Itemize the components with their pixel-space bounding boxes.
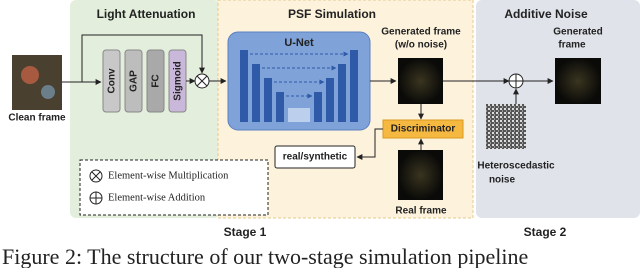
stage-label: Stage 1 [224,225,267,239]
label: (w/o noise) [395,40,447,51]
block-label: FC [151,74,162,87]
image-detail [21,66,39,84]
panel-title: PSF Simulation [288,7,376,21]
label: Real frame [395,206,447,217]
multiply-symbol [196,75,208,87]
block [102,49,121,113]
label: real/synthetic [283,152,348,163]
label: Discriminator [391,124,456,135]
output-image [555,58,601,104]
label: noise [489,175,516,186]
add-symbol [90,192,102,204]
block-label: GAP [129,70,140,92]
multiply-symbol [91,171,101,181]
label: Generated frame [381,27,461,38]
block [146,49,165,113]
generated-image [398,58,443,104]
label: Heteroscedastic [477,161,555,172]
output-box [274,145,356,169]
block-label: Conv [107,68,118,93]
stage-label: Stage 2 [524,225,567,239]
label: Generated [553,27,602,38]
clean-image [12,55,62,110]
block-label: Sigmoid [173,61,184,100]
add-symbol [509,74,523,88]
panel-title: Light Attenuation [97,7,196,21]
unet-label: U-Net [284,37,314,49]
image-detail [41,85,55,99]
block [124,49,143,113]
arrow [81,34,205,82]
label: frame [558,40,586,51]
skip-links [250,51,349,99]
unet-layers [240,50,358,122]
legend [79,159,269,216]
panel-bg [476,0,640,218]
real-image [398,150,443,200]
noise-image [486,104,526,149]
arrow [356,128,383,160]
legend-label: Element-wise Addition [108,192,206,203]
legend-label: Element-wise Multiplication [108,170,229,181]
label: Clean frame [8,113,66,124]
caption: Figure 2: The structure of our two-stage… [2,244,528,268]
panel-title: Additive Noise [504,7,588,21]
